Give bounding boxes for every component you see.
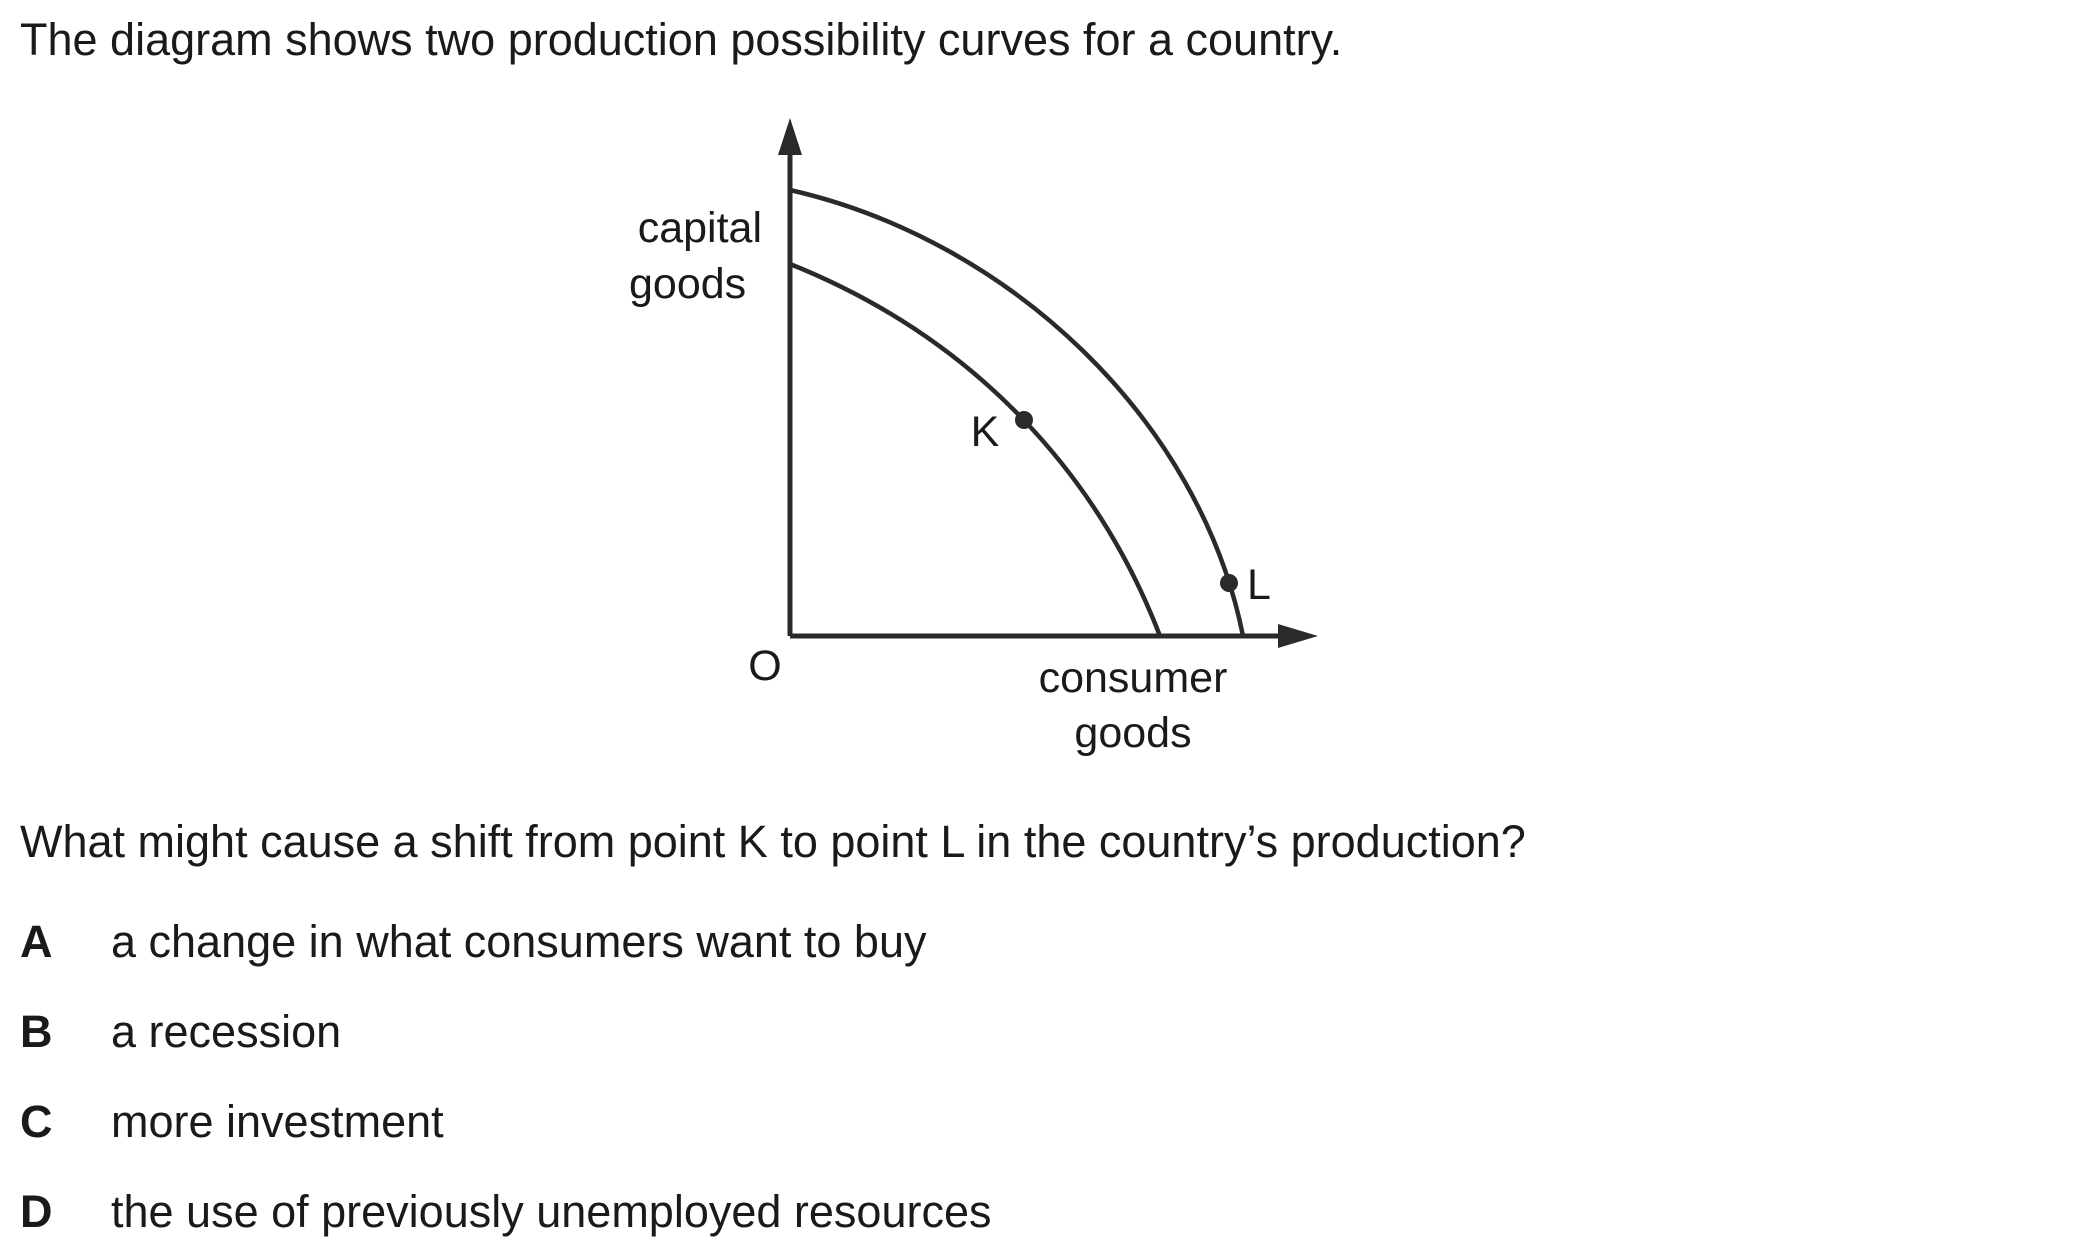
option-b-letter: B — [20, 1006, 53, 1057]
option-c-text: more investment — [111, 1096, 444, 1147]
point-l-marker — [1220, 574, 1238, 592]
x-axis-label-line1: consumer — [1039, 654, 1228, 702]
y-axis-label-line2: goods — [629, 260, 746, 308]
point-k-marker — [1015, 411, 1033, 429]
x-axis-arrowhead — [1278, 624, 1318, 648]
option-d-letter: D — [20, 1186, 53, 1237]
outer-ppc-curve — [789, 187, 1246, 637]
option-a-text: a change in what consumers want to buy — [111, 916, 927, 967]
option-c-letter: C — [20, 1096, 53, 1147]
option-b-text: a recession — [111, 1006, 342, 1057]
option-d-text: the use of previously unemployed resourc… — [111, 1186, 992, 1237]
x-axis-label-line2: goods — [1074, 709, 1191, 757]
y-axis-label-line1: capital — [638, 204, 762, 252]
intro-text: The diagram shows two production possibi… — [20, 14, 1343, 65]
question-text: What might cause a shift from point K to… — [20, 816, 1526, 867]
option-a-letter: A — [20, 916, 53, 967]
point-l-label: L — [1247, 561, 1271, 609]
origin-label: O — [748, 642, 781, 690]
y-axis-arrowhead — [778, 118, 802, 155]
point-k-label: K — [971, 408, 1000, 456]
